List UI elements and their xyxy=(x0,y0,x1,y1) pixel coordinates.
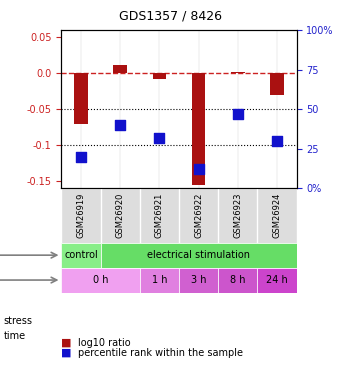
Text: GSM26924: GSM26924 xyxy=(272,193,282,238)
Text: GSM26921: GSM26921 xyxy=(155,193,164,238)
FancyBboxPatch shape xyxy=(61,243,101,268)
Text: GDS1357 / 8426: GDS1357 / 8426 xyxy=(119,9,222,22)
Text: GSM26920: GSM26920 xyxy=(116,193,125,238)
Point xyxy=(117,122,123,128)
Bar xyxy=(152,73,166,79)
FancyBboxPatch shape xyxy=(218,268,257,292)
Bar xyxy=(113,64,127,73)
Bar xyxy=(74,73,88,124)
Text: 0 h: 0 h xyxy=(93,275,108,285)
Text: percentile rank within the sample: percentile rank within the sample xyxy=(78,348,243,357)
Text: time: time xyxy=(3,331,26,340)
Text: control: control xyxy=(64,250,98,260)
Text: GSM26923: GSM26923 xyxy=(233,193,242,238)
Point xyxy=(78,154,84,160)
Bar xyxy=(231,72,245,73)
Text: 1 h: 1 h xyxy=(152,275,167,285)
Text: log10 ratio: log10 ratio xyxy=(78,338,131,348)
Bar xyxy=(270,73,284,95)
Point xyxy=(157,135,162,141)
FancyBboxPatch shape xyxy=(61,268,140,292)
Text: ■: ■ xyxy=(61,348,72,357)
FancyBboxPatch shape xyxy=(179,268,218,292)
Text: stress: stress xyxy=(3,316,32,326)
Text: GSM26919: GSM26919 xyxy=(76,193,86,238)
Point xyxy=(235,111,240,117)
Point xyxy=(196,166,201,172)
Point xyxy=(274,138,280,144)
Text: GSM26922: GSM26922 xyxy=(194,193,203,238)
Text: electrical stimulation: electrical stimulation xyxy=(147,250,250,260)
Text: 3 h: 3 h xyxy=(191,275,206,285)
FancyBboxPatch shape xyxy=(101,243,297,268)
Text: 24 h: 24 h xyxy=(266,275,288,285)
FancyBboxPatch shape xyxy=(140,268,179,292)
Text: 8 h: 8 h xyxy=(230,275,246,285)
Text: ■: ■ xyxy=(61,338,72,348)
Bar xyxy=(192,73,206,185)
FancyBboxPatch shape xyxy=(257,268,297,292)
